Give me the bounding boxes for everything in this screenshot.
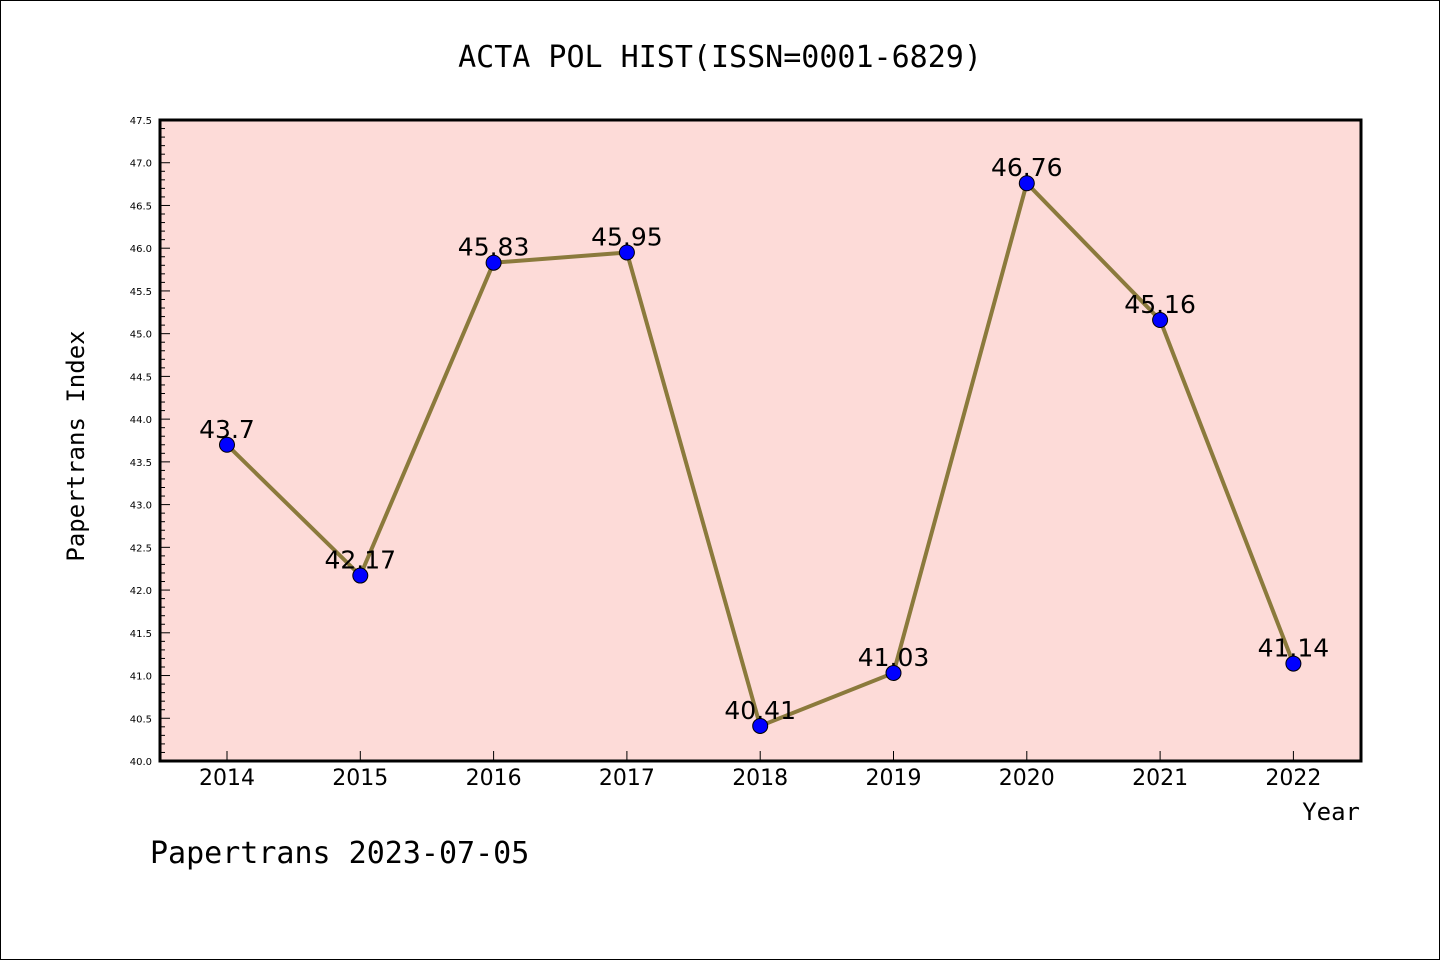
plot-frame (158, 118, 1363, 763)
data-point (1285, 655, 1302, 672)
y-tick-label: 40.5 (130, 714, 152, 725)
x-tick-label: 2018 (732, 766, 788, 791)
data-label: 46.76 (991, 153, 1063, 182)
x-tick-label: 2017 (599, 766, 655, 791)
data-point (485, 254, 502, 271)
data-label: 45.16 (1124, 290, 1196, 319)
y-tick-label: 44.5 (130, 372, 152, 383)
data-label: 42.17 (325, 546, 397, 575)
data-label: 41.03 (858, 643, 930, 672)
x-tick-label: 2014 (199, 766, 255, 791)
data-label: 41.14 (1258, 634, 1330, 663)
y-tick-label: 41.0 (130, 672, 152, 683)
x-tick-label: 2020 (999, 766, 1055, 791)
footer-credit: Papertrans 2023-07-05 (150, 836, 529, 871)
y-axis-title: Papertrans Index (62, 330, 90, 561)
x-tick-label: 2015 (332, 766, 388, 791)
data-labels: 43.7 42.17 45.83 45.95 40.41 41.03 46.76 45.16 4… (199, 153, 1329, 725)
data-point (885, 664, 902, 681)
data-label: 43.7 (199, 415, 255, 444)
y-axis: 40.0 40.5 41.0 41.5 42.0 42.5 43.0 43.5 44.0 44.5… (130, 116, 170, 768)
data-point (752, 717, 769, 734)
x-axis-title: Year (1302, 798, 1360, 826)
x-tick-label: 2019 (866, 766, 922, 791)
data-label: 45.95 (591, 222, 663, 251)
chart-title: ACTA POL HIST(ISSN=0001-6829) (458, 40, 982, 75)
data-point (1152, 311, 1169, 328)
y-tick-label: 46.5 (130, 201, 152, 212)
y-tick-label: 44.0 (130, 415, 152, 426)
y-tick-label: 45.0 (130, 330, 152, 341)
y-tick-label: 41.5 (130, 629, 152, 640)
data-point (352, 567, 369, 584)
y-tick-label: 46.0 (130, 244, 152, 255)
y-tick-label: 47.5 (130, 116, 152, 127)
y-tick-label: 42.5 (130, 543, 152, 554)
data-markers (219, 175, 1302, 734)
x-axis: 2014 2015 2016 2017 2018 2019 2020 2021 2022 (199, 751, 1321, 791)
y-tick-label: 47.0 (130, 159, 152, 170)
plot-area (160, 120, 1361, 761)
y-tick-label: 40.0 (130, 757, 152, 768)
data-point (618, 244, 635, 261)
y-tick-label: 43.5 (130, 458, 152, 469)
x-tick-label: 2016 (466, 766, 522, 791)
data-label: 40.41 (724, 696, 796, 725)
data-label: 45.83 (458, 233, 530, 262)
y-tick-label: 45.5 (130, 287, 152, 298)
data-point (1018, 175, 1035, 192)
data-point (219, 436, 235, 453)
x-tick-label: 2022 (1265, 766, 1321, 791)
y-tick-label: 43.0 (130, 501, 152, 512)
x-tick-label: 2021 (1132, 766, 1188, 791)
y-tick-label: 42.0 (130, 586, 152, 597)
